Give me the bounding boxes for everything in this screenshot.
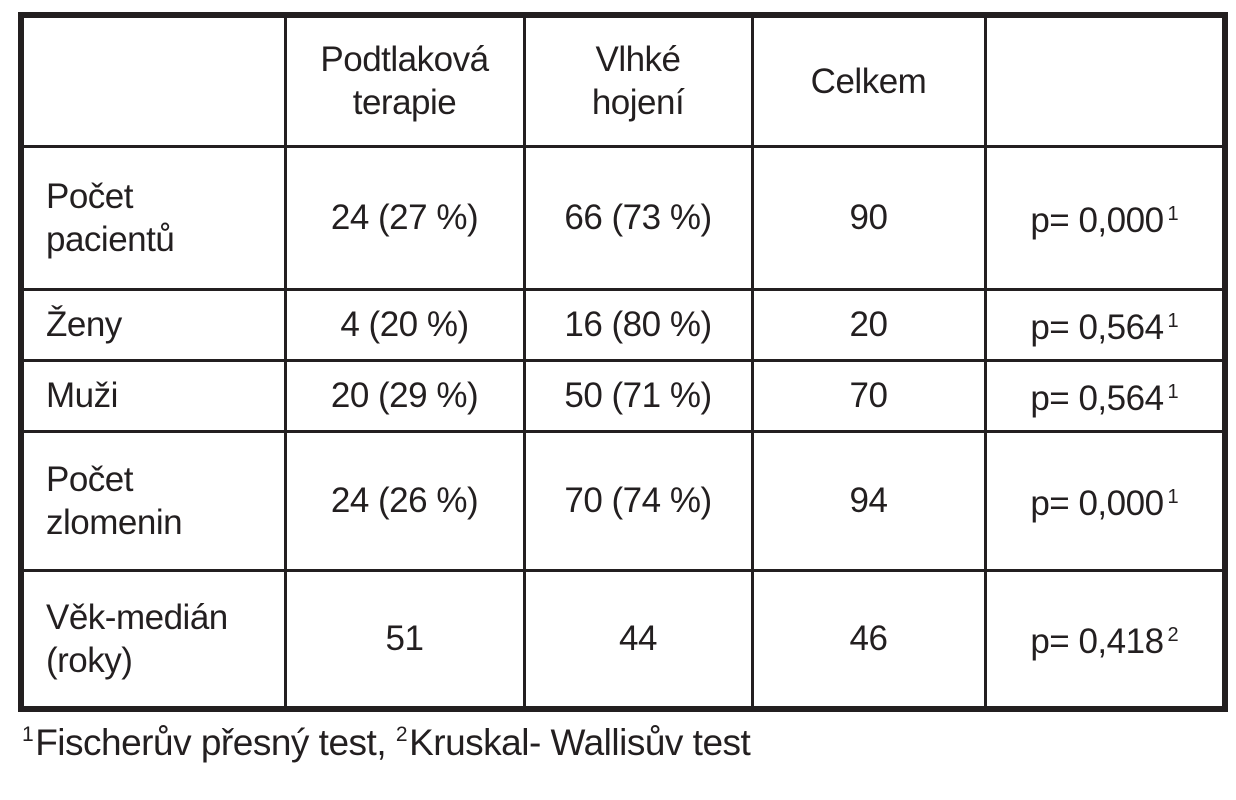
p-value-cell: p= 0,000 1: [983, 144, 1227, 291]
table-row: Muži 20 (29 %) 50 (71 %) 70 p= 0,564 1: [19, 358, 1227, 433]
row-label: Muži: [19, 358, 287, 433]
header-cell: Celkem: [750, 13, 987, 148]
p-value-cell: p= 0,000 1: [983, 429, 1227, 572]
header-cell: [19, 13, 287, 148]
footnote-text: Kruskal- Wallisův test: [409, 722, 751, 763]
row-label: Počet zlomenin: [19, 429, 287, 572]
header-cell: Vlhké hojení: [522, 13, 754, 148]
p-value: p= 0,564: [1030, 308, 1164, 347]
header-cell: Podtlaková terapie: [283, 13, 526, 148]
footnote-text: Fischerův přesný test,: [35, 722, 387, 763]
table-cell: 51: [283, 568, 526, 711]
table-cell: 70 (74 %): [522, 429, 754, 572]
cell-line: Věk-medián: [46, 597, 228, 637]
footnote-mark: 1: [22, 723, 34, 746]
table-cell: 20 (29 %): [283, 358, 526, 433]
data-table: Podtlaková terapie Vlhké hojení Celkem Počet p…: [18, 12, 1228, 712]
header-row: Podtlaková terapie Vlhké hojení Celkem: [19, 13, 1227, 148]
cell-line: pacientů: [46, 219, 175, 259]
p-value: p= 0,564: [1030, 379, 1164, 418]
cell-line: Podtlaková: [320, 40, 489, 80]
p-value-cell: p= 0,418 2: [983, 568, 1227, 711]
p-value-cell: p= 0,564 1: [983, 287, 1227, 362]
table-cell: 90: [750, 144, 987, 291]
row-label: Počet pacientů: [19, 144, 287, 291]
footnote-ref: 1: [1167, 381, 1179, 403]
table-cell: 94: [750, 429, 987, 572]
footnotes: 1Fischerův přesný test, 2Kruskal- Wallis…: [22, 722, 751, 764]
cell-line: zlomenin: [46, 502, 183, 542]
p-value: p= 0,418: [1030, 622, 1164, 662]
p-value: p= 0,000: [1030, 201, 1164, 240]
table-row: Ženy 4 (20 %) 16 (80 %) 20 p= 0,564 1: [19, 287, 1227, 362]
cell-line: hojení: [591, 83, 685, 123]
cell-line: Muži: [46, 376, 118, 415]
row-label: Ženy: [19, 287, 287, 362]
table-cell: 16 (80 %): [522, 287, 754, 362]
table-row: Počet zlomenin 24 (26 %) 70 (74 %) 94 p= 0,00…: [19, 429, 1227, 572]
cell-line: (roky): [46, 640, 133, 680]
footnote-ref: 1: [1167, 203, 1179, 225]
footnote-ref: 1: [1167, 310, 1179, 332]
table-cell: 4 (20 %): [283, 287, 526, 362]
table-row: Počet pacientů 24 (27 %) 66 (73 %) 90 p= 0,00…: [19, 144, 1227, 291]
cell-line: Vlhké: [595, 40, 681, 80]
p-value: p= 0,000: [1030, 484, 1164, 523]
table-cell: 70: [750, 358, 987, 433]
table-cell: 66 (73 %): [522, 144, 754, 291]
row-label: Věk-medián (roky): [19, 568, 287, 711]
cell-line: terapie: [352, 83, 457, 123]
table-body: Podtlaková terapie Vlhké hojení Celkem Počet p…: [19, 13, 1227, 711]
footnote-ref: 1: [1167, 486, 1179, 508]
footnote-ref: 2: [1167, 624, 1179, 647]
footnote-mark: 2: [395, 723, 408, 746]
table-cell: 50 (71 %): [522, 358, 754, 433]
table-cell: 24 (27 %): [283, 144, 526, 291]
cell-line: Celkem: [810, 61, 927, 101]
header-cell: [983, 13, 1227, 148]
cell-line: Počet: [46, 176, 133, 216]
table-cell: 24 (26 %): [283, 429, 526, 572]
p-value-cell: p= 0,564 1: [983, 358, 1227, 433]
table-cell: 20: [750, 287, 987, 362]
cell-line: Ženy: [46, 305, 122, 344]
cell-line: Počet: [46, 459, 133, 499]
table-cell: 44: [522, 568, 754, 711]
table-cell: 46: [750, 568, 987, 711]
table-row: Věk-medián (roky) 51 44 46 p= 0,418 2: [19, 568, 1227, 711]
